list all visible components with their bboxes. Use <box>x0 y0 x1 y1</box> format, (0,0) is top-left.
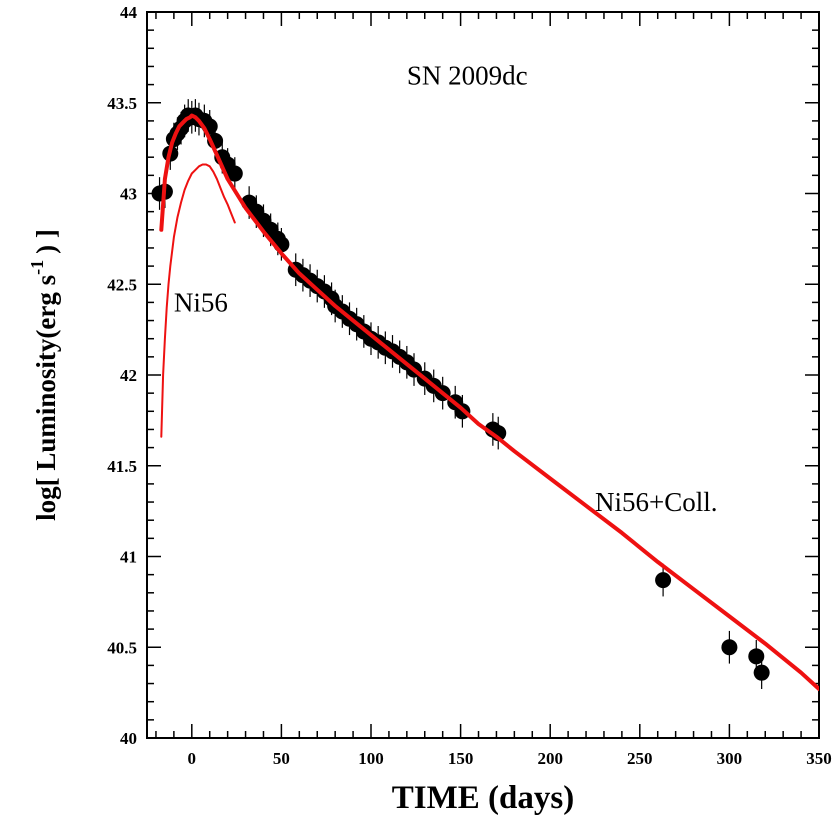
y-tick-labels: 40 40.5 41 41.5 42 42.5 43 43.5 44 <box>107 3 137 748</box>
data-point <box>721 630 738 664</box>
y-tick-label: 41 <box>120 548 137 567</box>
point-marker <box>753 664 770 681</box>
y-tick-label: 42.5 <box>107 275 137 294</box>
x-tick-label: 250 <box>627 749 653 768</box>
x-tick-labels: 0 50 100 150 200 250 300 350 <box>188 749 832 768</box>
y-tick-label: 41.5 <box>107 457 137 476</box>
y-tick-label: 43 <box>120 185 137 204</box>
y-tick-label: 42 <box>120 366 137 385</box>
x-tick-label: 200 <box>537 749 563 768</box>
x-tick-label: 0 <box>188 749 197 768</box>
point-marker <box>655 572 672 589</box>
model-curve-1 <box>159 113 819 691</box>
series-layer <box>151 99 819 691</box>
point-marker <box>721 639 738 656</box>
y-axis-title-main: log[ Luminosity(erg s <box>31 275 61 521</box>
x-tick-label: 50 <box>273 749 290 768</box>
x-axis-title: TIME (days) <box>392 780 574 816</box>
annotation-label: Ni56+Coll. <box>595 487 718 517</box>
annotation-label: Ni56 <box>174 287 228 317</box>
annotation-layer: SN 2009dc Ni56 Ni56+Coll. <box>174 61 718 518</box>
plot-frame <box>146 11 820 739</box>
x-tick-label: 350 <box>806 749 832 768</box>
x-ticks <box>155 12 820 738</box>
y-ticks <box>147 11 819 739</box>
data-point <box>226 157 243 190</box>
x-tick-label: 300 <box>717 749 743 768</box>
y-axis-title-superscript: -1 <box>27 260 47 275</box>
model-curve-2 <box>160 163 236 438</box>
y-axis-title-tail: ) ] <box>31 229 61 254</box>
x-tick-label: 150 <box>448 749 474 768</box>
data-point <box>753 656 770 689</box>
y-tick-label: 43.5 <box>107 94 137 113</box>
y-tick-label: 40 <box>120 729 137 748</box>
y-tick-label: 44 <box>120 3 138 22</box>
y-axis-title: log[ Luminosity(erg s-1 ) ] <box>27 229 61 521</box>
data-points <box>151 99 770 689</box>
data-point <box>655 563 672 597</box>
x-tick-label: 100 <box>358 749 384 768</box>
point-marker <box>748 648 765 665</box>
annotation-label: SN 2009dc <box>407 61 528 91</box>
y-tick-label: 40.5 <box>107 638 137 657</box>
point-marker <box>226 165 243 182</box>
